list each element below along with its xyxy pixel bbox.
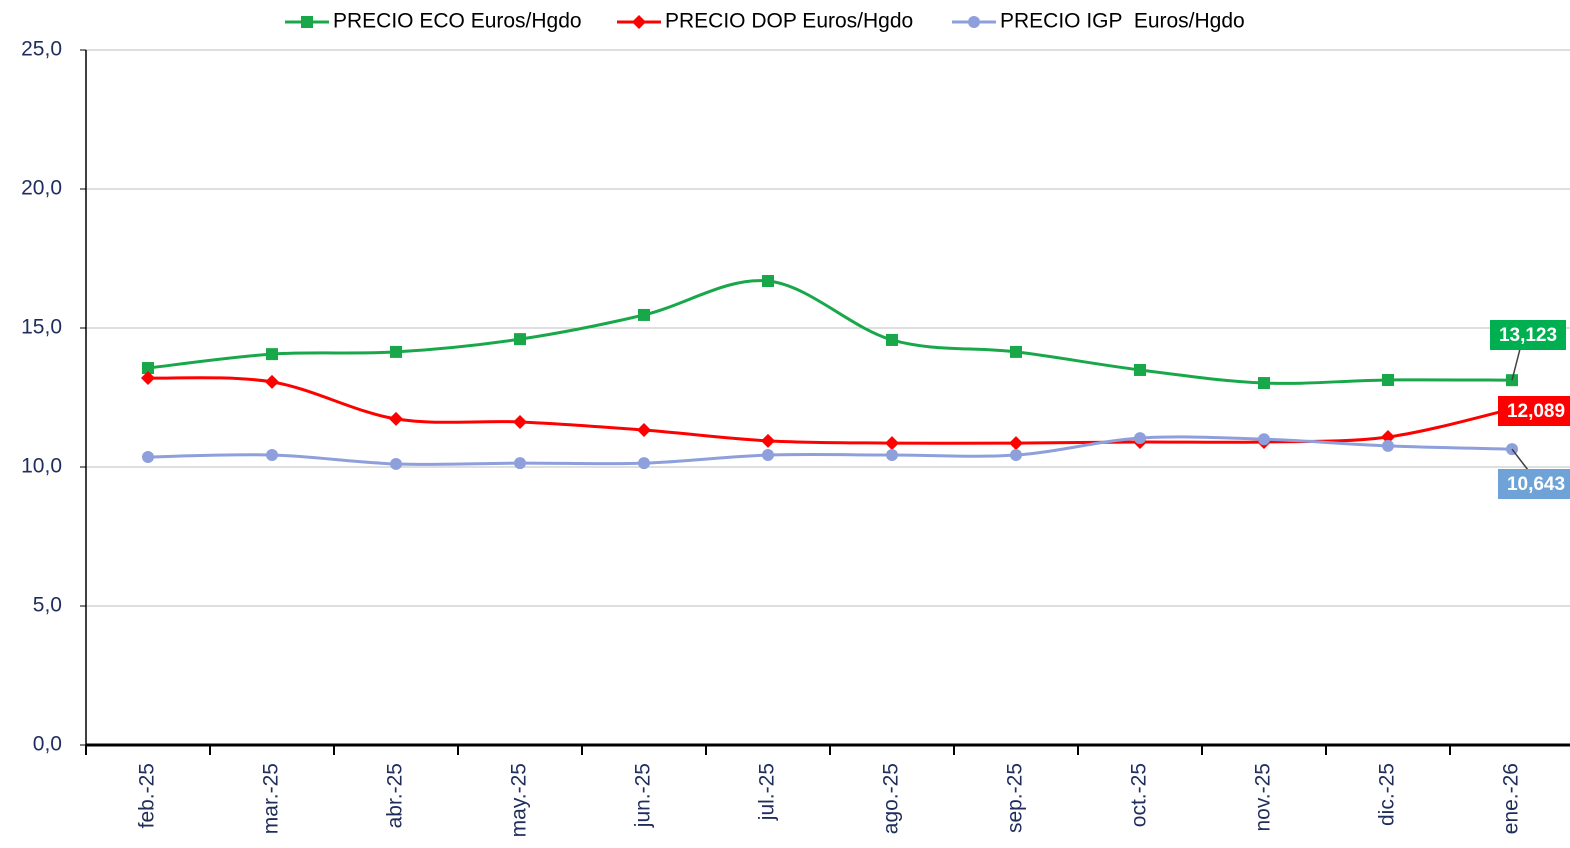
label-leader: [1511, 448, 1529, 471]
marker: [266, 348, 278, 361]
x-tick-label: jun.-25: [632, 763, 655, 828]
marker: [1010, 449, 1022, 462]
y-tick-label: 15,0: [21, 316, 62, 339]
marker: [390, 457, 402, 470]
marker: [141, 371, 155, 386]
marker: [886, 333, 898, 346]
label-box: [1498, 396, 1570, 426]
x-tick-label: mar.-25: [260, 763, 283, 834]
marker: [1010, 345, 1022, 358]
legend-label: PRECIO ECO Euros/Hgdo: [333, 10, 582, 33]
marker: [638, 308, 650, 321]
series-line: [147, 435, 1513, 466]
marker: [514, 333, 526, 346]
marker: [1009, 436, 1023, 451]
marker: [1134, 363, 1146, 376]
marker: [142, 362, 154, 375]
series-line: [147, 376, 1513, 445]
marker: [638, 457, 650, 470]
x-tick-label: ago.-25: [880, 763, 903, 834]
legend-label: PRECIO DOP Euros/Hgdo: [665, 10, 913, 33]
marker: [390, 345, 402, 358]
marker: [761, 433, 775, 448]
y-tick-label: 20,0: [21, 177, 62, 200]
y-tick-label: 25,0: [21, 38, 62, 61]
marker: [886, 449, 898, 462]
marker: [1258, 377, 1270, 390]
y-tick-label: 5,0: [33, 594, 62, 617]
x-tick-label: abr.-25: [384, 763, 407, 828]
marker: [1382, 439, 1394, 452]
x-tick-label: jul.-25: [756, 763, 779, 821]
x-tick-label: feb.-25: [136, 763, 159, 828]
marker: [885, 436, 899, 451]
marker: [1382, 373, 1394, 386]
x-tick-label: dic.-25: [1376, 763, 1399, 826]
y-tick-label: 10,0: [21, 455, 62, 478]
x-tick-label: nov.-25: [1252, 763, 1275, 832]
label-leader: [1511, 348, 1521, 381]
marker: [762, 449, 774, 462]
marker: [762, 275, 774, 288]
marker: [389, 411, 403, 426]
marker: [513, 414, 527, 429]
x-tick-label: oct.-25: [1128, 763, 1151, 827]
marker: [1381, 429, 1395, 444]
marker: [968, 16, 980, 28]
y-tick-label: 0,0: [33, 733, 62, 756]
marker: [514, 457, 526, 470]
marker: [265, 374, 279, 389]
marker: [1134, 432, 1146, 445]
marker: [301, 16, 313, 28]
x-tick-label: may.-25: [508, 763, 531, 837]
data-label: 10,643: [1507, 474, 1565, 495]
marker: [266, 449, 278, 462]
series-line: [147, 279, 1513, 385]
data-label: 12,089: [1507, 401, 1565, 422]
label-box: [1490, 320, 1566, 350]
marker: [637, 423, 651, 438]
x-tick-label: ene.-26: [1500, 763, 1523, 834]
marker: [1258, 433, 1270, 446]
legend-label: PRECIO IGP Euros/Hgdo: [1000, 10, 1245, 33]
data-label: 13,123: [1499, 325, 1557, 346]
label-box: [1498, 469, 1570, 499]
marker: [632, 15, 646, 29]
x-tick-label: sep.-25: [1004, 763, 1027, 833]
marker: [142, 450, 154, 463]
